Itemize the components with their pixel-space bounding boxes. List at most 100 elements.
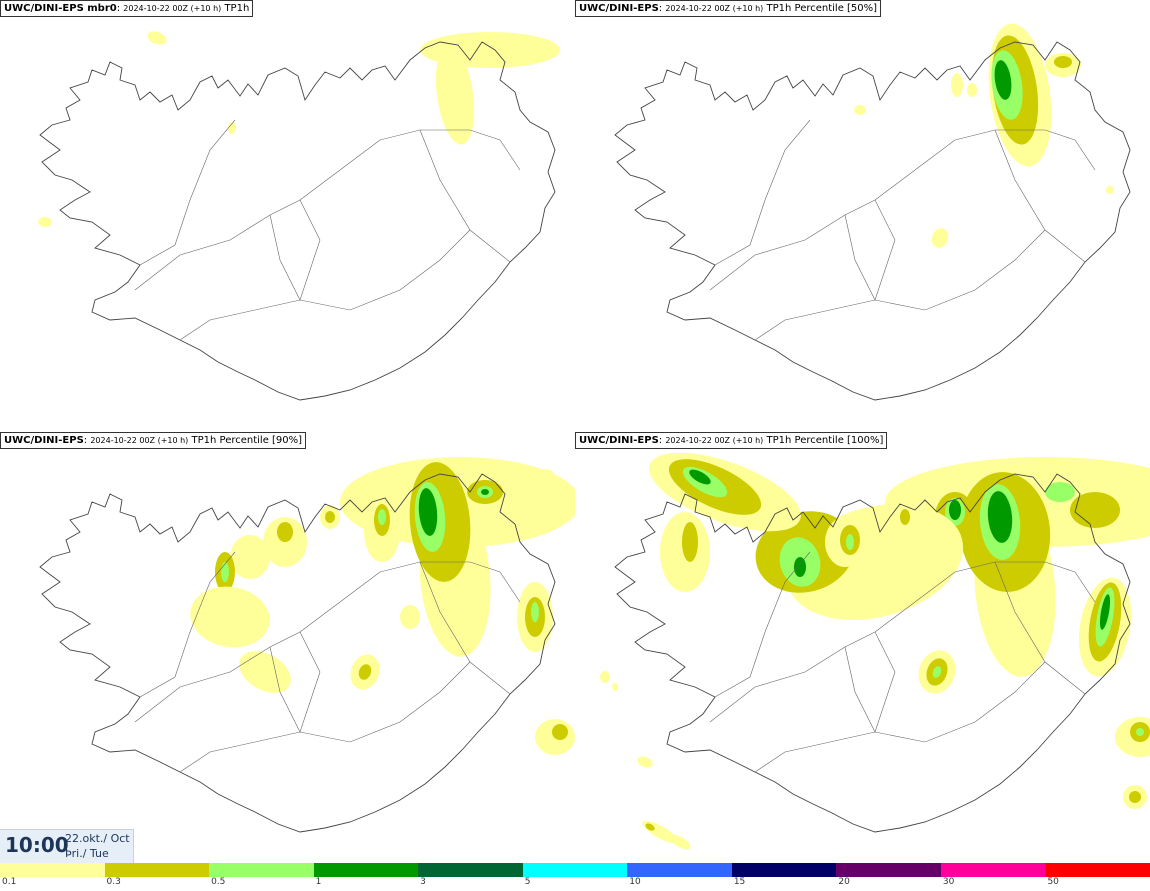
precip-contour	[931, 228, 949, 248]
map-panel-p50: UWC/DINI-EPS: 2024-10-22 00Z (+10 h) TP1…	[575, 0, 1150, 430]
precip-contour	[147, 31, 167, 45]
valid-time: 10:00	[5, 833, 69, 857]
precip-contour	[400, 605, 420, 629]
map-panel-p100: UWC/DINI-EPS: 2024-10-22 00Z (+10 h) TP1…	[575, 432, 1150, 862]
coastline	[614, 473, 1131, 833]
panel-field: TP1h Percentile [90%]	[191, 435, 303, 446]
map-canvas-p50	[614, 23, 1131, 401]
panel-init: 2024-10-22 00Z (+10 h)	[665, 4, 764, 13]
valid-time-box: 10:00 22.okt./ Oct Þri./ Tue	[0, 829, 134, 863]
panel-model: UWC/DINI-EPS	[579, 3, 659, 14]
precip-contour	[378, 509, 386, 525]
legend-label-15: 15	[733, 877, 746, 887]
region-boundary	[874, 631, 896, 733]
region-boundary	[139, 551, 236, 698]
precip-contour	[612, 683, 618, 691]
legend-label-50: 50	[1047, 877, 1059, 887]
panel-title: UWC/DINI-EPS mbr0: 2024-10-22 00Z (+10 h…	[0, 0, 254, 17]
region-boundary	[844, 646, 876, 733]
region-boundary	[994, 561, 1086, 695]
coastline	[39, 473, 556, 833]
precip-contour	[951, 73, 963, 97]
precip-contour	[418, 488, 438, 536]
precip-contour	[794, 557, 806, 577]
panel-model: UWC/DINI-EPS	[579, 435, 659, 446]
region-boundary	[299, 631, 321, 733]
precip-contour	[949, 500, 961, 520]
region-boundary	[844, 214, 876, 301]
precip-contour	[230, 535, 270, 579]
legend-label-30: 30	[942, 877, 955, 887]
legend-label-0_3: 0.3	[106, 877, 121, 887]
valid-day: Þri./ Tue	[65, 847, 109, 860]
region-boundary	[419, 129, 511, 263]
precip-contour	[239, 651, 291, 693]
precip-contour	[637, 756, 653, 768]
panel-model: UWC/DINI-EPS	[4, 435, 84, 446]
panel-field: TP1h Percentile [50%]	[766, 3, 878, 14]
legend-label-20: 20	[838, 877, 850, 887]
precip-contour	[900, 509, 910, 525]
map-canvas-mbr0	[38, 31, 560, 401]
region-boundary	[874, 199, 896, 301]
region-boundary	[419, 561, 511, 695]
legend-swatch-0_1	[0, 863, 106, 877]
panel-init: 2024-10-22 00Z (+10 h)	[665, 436, 764, 445]
coastline	[614, 41, 1131, 401]
legend-label-5: 5	[524, 877, 531, 887]
precip-legend: 0.1 0.3 0.5 1 3 5 10 15 20 30 50	[0, 862, 1150, 891]
region-boundary	[339, 129, 521, 171]
legend-swatch-50	[1045, 863, 1150, 877]
legend-swatch-5	[522, 863, 628, 877]
region-boundary	[269, 214, 301, 301]
precip-contour	[682, 522, 698, 562]
panel-init: 2024-10-22 00Z (+10 h)	[123, 4, 222, 13]
precip-contour	[987, 491, 1013, 543]
legend-swatch-15	[731, 863, 837, 877]
precip-contour	[221, 562, 229, 582]
precip-contour	[600, 671, 610, 683]
precip-contour	[38, 217, 52, 227]
region-boundary	[994, 129, 1086, 263]
region-boundary	[139, 119, 236, 266]
region-boundary	[339, 561, 521, 603]
precip-contour	[481, 489, 489, 495]
panel-title: UWC/DINI-EPS: 2024-10-22 00Z (+10 h) TP1…	[575, 0, 882, 17]
precip-contour	[689, 469, 711, 485]
region-boundary	[714, 119, 811, 266]
precip-contour	[531, 602, 539, 622]
precip-contour	[932, 666, 942, 678]
precip-contour	[645, 823, 655, 831]
precip-contour	[1099, 594, 1111, 630]
map-canvas-p90	[39, 457, 575, 833]
precip-contour	[1129, 791, 1141, 803]
precip-contour	[846, 534, 854, 550]
precip-contour	[1054, 56, 1072, 68]
precip-contour	[435, 45, 475, 145]
map-panel-mbr0: UWC/DINI-EPS mbr0: 2024-10-22 00Z (+10 h…	[0, 0, 575, 430]
precip-contour	[552, 724, 568, 740]
precip-contour	[1106, 186, 1114, 194]
region-boundary	[754, 229, 1046, 341]
panel-field: TP1h	[224, 3, 250, 14]
region-boundary	[269, 646, 301, 733]
legend-swatch-0_3	[104, 863, 210, 877]
region-boundary	[299, 199, 321, 301]
legend-label-10: 10	[629, 877, 641, 887]
coastline	[39, 41, 556, 401]
legend-label-3: 3	[420, 877, 426, 887]
precip-contour	[1136, 728, 1144, 736]
region-boundary	[714, 551, 811, 698]
region-boundary	[709, 601, 916, 723]
region-boundary	[134, 169, 341, 291]
legend-swatch-3	[418, 863, 524, 877]
region-boundary	[179, 229, 471, 341]
precip-contour	[358, 664, 372, 680]
region-boundary	[754, 661, 1046, 773]
valid-date: 22.okt./ Oct	[65, 832, 130, 845]
map-panel-p90: UWC/DINI-EPS: 2024-10-22 00Z (+10 h) TP1…	[0, 432, 575, 862]
panel-title: UWC/DINI-EPS: 2024-10-22 00Z (+10 h) TP1…	[575, 432, 888, 449]
legend-swatch-0_5	[209, 863, 315, 877]
map-canvas-p100	[600, 452, 1150, 850]
legend-swatch-1	[313, 863, 419, 877]
